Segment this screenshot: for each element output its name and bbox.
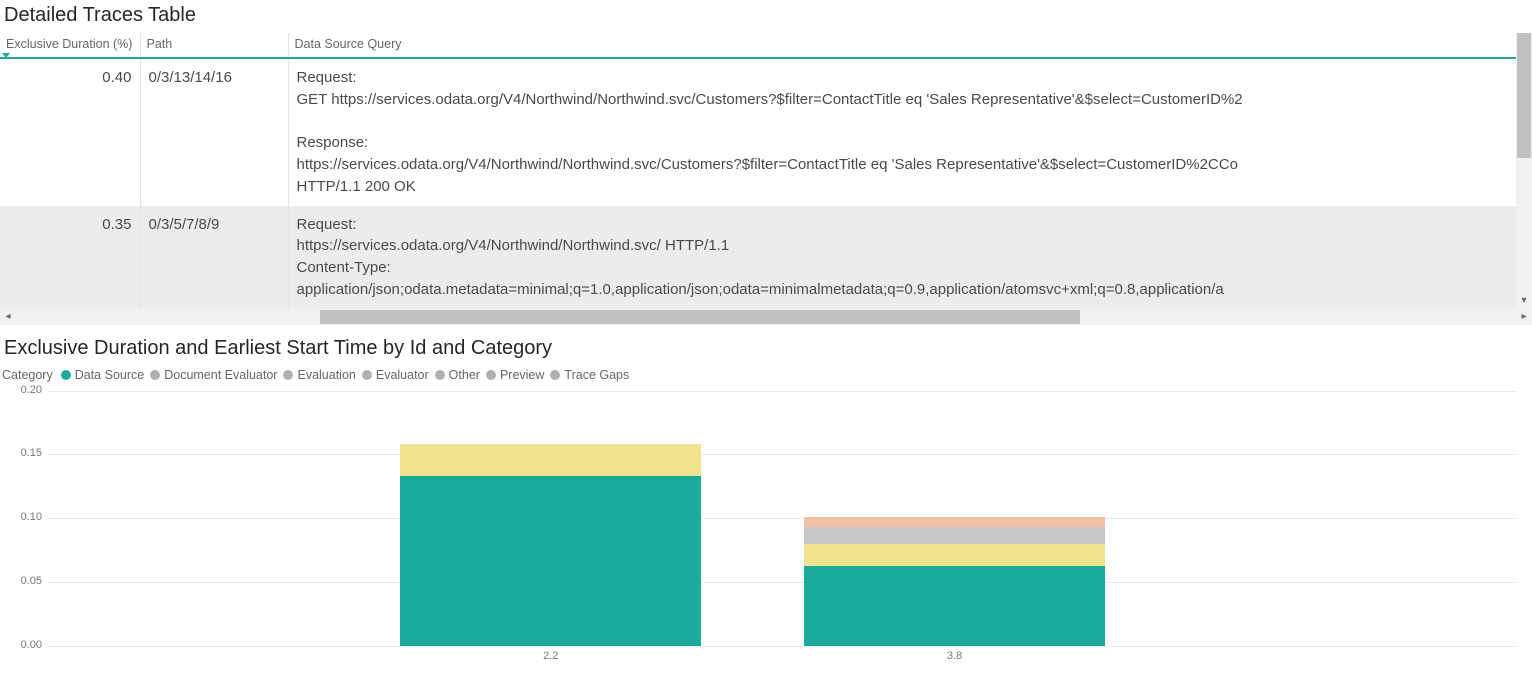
cell-data-source-query: Request: GET https://services.odata.org/… xyxy=(288,58,1532,206)
cell-exclusive-duration: 0.35 xyxy=(0,206,140,309)
cell-data-source-query: Request: https://services.odata.org/V4/N… xyxy=(288,206,1532,309)
chart-plot xyxy=(48,391,1516,646)
chart-title: Exclusive Duration and Earliest Start Ti… xyxy=(0,325,1532,366)
legend-swatch-icon xyxy=(362,370,372,380)
cell-exclusive-duration: 0.40 xyxy=(0,58,140,206)
chart-gridline xyxy=(48,391,1516,392)
chart-bar-segment xyxy=(400,476,701,646)
col-header-data-source-query[interactable]: Data Source Query xyxy=(288,33,1532,58)
chart-bar-segment xyxy=(804,517,1105,527)
legend-item[interactable]: Evaluation xyxy=(283,368,355,382)
y-tick-label: 0.00 xyxy=(8,639,42,651)
col-header-label: Path xyxy=(147,37,173,51)
legend-item[interactable]: Document Evaluator xyxy=(150,368,277,382)
cell-path: 0/3/5/7/8/9 xyxy=(140,206,288,309)
horizontal-scrollbar-thumb[interactable] xyxy=(320,310,1080,324)
legend-item[interactable]: Trace Gaps xyxy=(550,368,629,382)
legend-swatch-icon xyxy=(61,370,71,380)
chart-bar[interactable] xyxy=(804,517,1105,646)
chart-bar-segment xyxy=(804,544,1105,567)
col-header-label: Data Source Query xyxy=(295,37,402,51)
vertical-scrollbar[interactable]: ▴ ▾ xyxy=(1516,33,1532,309)
traces-table: Exclusive Duration (%) Path Data Source … xyxy=(0,33,1532,309)
col-header-label: Exclusive Duration (%) xyxy=(6,37,132,51)
horizontal-scrollbar[interactable]: ◂ ▸ xyxy=(0,309,1532,325)
chart-gridline xyxy=(48,454,1516,455)
chart-bar-segment xyxy=(400,444,701,476)
legend-item-label: Evaluator xyxy=(376,368,429,382)
y-tick-label: 0.05 xyxy=(8,575,42,587)
vertical-scrollbar-thumb[interactable] xyxy=(1517,33,1531,158)
y-tick-label: 0.20 xyxy=(8,384,42,396)
chart-bar-segment xyxy=(804,527,1105,544)
legend-item-label: Trace Gaps xyxy=(564,368,629,382)
chart-gridline xyxy=(48,582,1516,583)
chart-gridline xyxy=(48,646,1516,647)
sort-descending-icon xyxy=(2,53,10,58)
legend-swatch-icon xyxy=(283,370,293,380)
y-tick-label: 0.15 xyxy=(8,447,42,459)
traces-table-title: Detailed Traces Table xyxy=(0,0,1532,33)
legend-swatch-icon xyxy=(486,370,496,380)
y-tick-label: 0.10 xyxy=(8,511,42,523)
chevron-left-icon[interactable]: ◂ xyxy=(0,309,16,325)
chart-bar[interactable] xyxy=(400,444,701,645)
table-row[interactable]: 0.400/3/13/14/16Request: GET https://ser… xyxy=(0,58,1532,206)
legend-label: Category xyxy=(2,368,53,382)
traces-table-wrapper: Exclusive Duration (%) Path Data Source … xyxy=(0,33,1532,309)
legend-item-label: Other xyxy=(449,368,480,382)
legend-item-label: Evaluation xyxy=(297,368,355,382)
chart-legend: Category Data Source Document Evaluator Ev… xyxy=(0,366,1532,391)
legend-item[interactable]: Data Source xyxy=(61,368,144,382)
chevron-right-icon[interactable]: ▸ xyxy=(1516,309,1532,325)
legend-item[interactable]: Other xyxy=(435,368,480,382)
chart-bar-segment xyxy=(804,566,1105,645)
col-header-path[interactable]: Path xyxy=(140,33,288,58)
chart-gridline xyxy=(48,518,1516,519)
legend-item[interactable]: Evaluator xyxy=(362,368,429,382)
chevron-down-icon[interactable]: ▾ xyxy=(1516,293,1532,309)
table-row[interactable]: 0.350/3/5/7/8/9Request: https://services… xyxy=(0,206,1532,309)
col-header-exclusive-duration[interactable]: Exclusive Duration (%) xyxy=(0,33,140,58)
legend-item[interactable]: Preview xyxy=(486,368,544,382)
legend-item-label: Data Source xyxy=(75,368,144,382)
x-tick-label: 2.2 xyxy=(543,650,558,662)
traces-header-row: Exclusive Duration (%) Path Data Source … xyxy=(0,33,1532,58)
cell-path: 0/3/13/14/16 xyxy=(140,58,288,206)
chart-area: 0.000.050.100.150.20 2.23.8 xyxy=(4,391,1524,666)
legend-item-label: Document Evaluator xyxy=(164,368,277,382)
legend-swatch-icon xyxy=(550,370,560,380)
legend-swatch-icon xyxy=(150,370,160,380)
legend-item-label: Preview xyxy=(500,368,544,382)
legend-swatch-icon xyxy=(435,370,445,380)
x-tick-label: 3.8 xyxy=(947,650,962,662)
